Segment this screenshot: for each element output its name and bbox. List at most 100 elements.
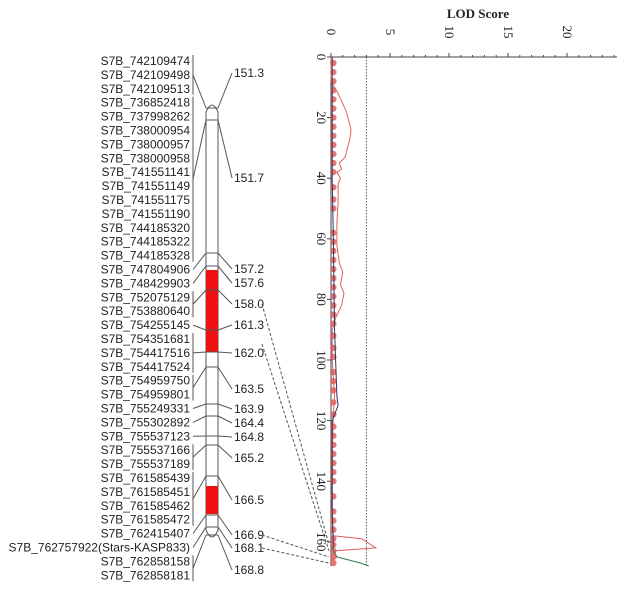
position-tick-label: 40 — [314, 172, 329, 185]
lod-tick-label: 0 — [324, 29, 339, 36]
position-label: 158.0 — [234, 297, 264, 311]
marker-label: S7B_741551141 — [101, 165, 190, 179]
marker-point — [330, 302, 337, 309]
marker-point — [330, 311, 337, 318]
position-tick-label: 80 — [314, 293, 329, 306]
marker-point — [330, 459, 337, 467]
marker-connector — [192, 252, 207, 270]
qtl-interval-1 — [206, 270, 218, 352]
marker-connector — [192, 265, 207, 284]
marker-label: S7B_738000954 — [101, 124, 191, 138]
marker-label: S7B_753880640 — [101, 304, 191, 318]
map-chart-link — [261, 547, 330, 564]
marker-connector — [192, 444, 207, 458]
position-label: 162.0 — [234, 346, 264, 360]
marker-point — [330, 493, 337, 500]
position-connector — [217, 324, 233, 331]
position-label: 161.3 — [234, 318, 264, 332]
marker-label: S7B_741551149 — [101, 179, 190, 193]
marker-label: S7B_754959801 — [101, 388, 191, 402]
marker-point — [330, 184, 337, 191]
qtl-interval-2 — [206, 486, 218, 514]
marker-label: S7B_761585472 — [101, 513, 191, 527]
marker-label: S7B_762757922(Stars-KASP833) — [9, 541, 190, 555]
position-connector — [217, 252, 233, 270]
marker-label: S7B_761585439 — [101, 471, 191, 485]
position-connector — [217, 435, 233, 438]
lod-tick-label: 15 — [501, 26, 516, 39]
marker-connector — [192, 74, 207, 109]
marker-connector — [192, 534, 207, 569]
position-label: 168.1 — [234, 541, 264, 555]
marker-point — [330, 159, 337, 167]
marker-point — [330, 399, 337, 406]
position-connector — [217, 403, 233, 410]
position-tick-label: 140 — [314, 471, 329, 491]
position-tick-label: 0 — [314, 54, 329, 61]
marker-point — [330, 332, 337, 339]
marker-label: S7B_754255145 — [101, 318, 191, 332]
lod-tick-label: 20 — [560, 26, 575, 39]
marker-connector — [192, 289, 207, 305]
marker-point — [330, 441, 337, 449]
marker-label: S7B_755249331 — [101, 402, 191, 416]
marker-point — [330, 123, 337, 130]
position-label: 168.8 — [234, 563, 264, 577]
position-label: 164.4 — [234, 416, 264, 430]
lod-curve-0 — [330, 57, 378, 561]
position-tick-label: 60 — [314, 232, 329, 245]
marker-label: S7B_742109498 — [101, 68, 191, 82]
marker-label: S7B_737998262 — [101, 110, 191, 124]
marker-label: S7B_755537189 — [101, 457, 191, 471]
marker-connector — [192, 526, 207, 548]
marker-point — [330, 559, 337, 567]
marker-point — [330, 96, 337, 103]
marker-label: S7B_738000958 — [101, 151, 191, 165]
marker-label: S7B_744185320 — [101, 221, 191, 235]
marker-label: S7B_761585451 — [101, 485, 191, 499]
position-connector — [217, 526, 233, 549]
marker-point — [330, 478, 337, 485]
marker-point — [330, 196, 337, 203]
marker-point — [330, 205, 337, 212]
marker-point — [330, 150, 337, 158]
marker-label: S7B_736852418 — [101, 96, 191, 110]
marker-point — [330, 432, 337, 439]
marker-label: S7B_755537123 — [101, 429, 191, 443]
marker-label: S7B_741551190 — [101, 207, 190, 221]
marker-connector — [192, 415, 207, 423]
position-connector — [217, 534, 233, 571]
marker-label: S7B_754417524 — [101, 360, 191, 374]
marker-point — [330, 508, 337, 515]
marker-connector — [192, 324, 207, 331]
marker-label: S7B_752075129 — [101, 290, 191, 304]
map-chart-link — [261, 343, 330, 552]
position-connector — [217, 289, 233, 305]
marker-label: S7B_762415407 — [101, 527, 191, 541]
position-connector — [217, 415, 233, 424]
marker-connector — [192, 403, 207, 409]
marker-label: S7B_744185322 — [101, 235, 191, 249]
position-label: 151.7 — [234, 171, 264, 185]
marker-point — [330, 87, 337, 94]
marker-label: S7B_738000957 — [101, 137, 191, 151]
lod-tick-label: 5 — [383, 29, 398, 36]
marker-label: S7B_742109474 — [101, 54, 191, 68]
position-tick-label: 160 — [314, 532, 329, 552]
map-chart-link — [261, 534, 330, 558]
marker-point — [330, 168, 337, 176]
position-connector — [217, 265, 233, 284]
marker-connector — [192, 475, 207, 500]
marker-point — [330, 450, 337, 458]
marker-connector — [192, 119, 207, 180]
marker-label: S7B_747804906 — [101, 263, 191, 277]
position-connector — [217, 444, 233, 459]
marker-label: S7B_755302892 — [101, 415, 191, 429]
marker-connector — [192, 514, 207, 534]
position-tick-label: 120 — [314, 411, 329, 431]
position-tick-label: 100 — [314, 350, 329, 370]
marker-connector — [192, 351, 207, 354]
position-connector — [217, 366, 233, 390]
marker-label: S7B_741551175 — [101, 193, 190, 207]
